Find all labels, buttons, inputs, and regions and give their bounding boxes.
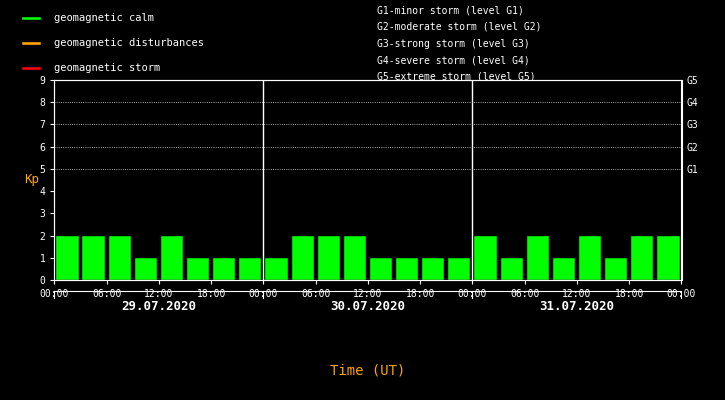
Text: geomagnetic calm: geomagnetic calm: [54, 13, 154, 23]
Text: G3-strong storm (level G3): G3-strong storm (level G3): [377, 38, 529, 48]
Text: geomagnetic disturbances: geomagnetic disturbances: [54, 38, 204, 48]
Text: Time (UT): Time (UT): [331, 363, 405, 377]
Bar: [579, 236, 601, 280]
Text: 29.07.2020: 29.07.2020: [121, 300, 196, 312]
Bar: [265, 258, 288, 280]
Bar: [500, 258, 523, 280]
Bar: [474, 236, 497, 280]
Bar: [448, 258, 471, 280]
Bar: [291, 236, 314, 280]
Bar: [396, 258, 418, 280]
Bar: [187, 258, 210, 280]
Bar: [83, 236, 104, 280]
Bar: [526, 236, 549, 280]
FancyBboxPatch shape: [22, 16, 41, 20]
Bar: [605, 258, 627, 280]
FancyBboxPatch shape: [22, 41, 41, 45]
Text: G4-severe storm (level G4): G4-severe storm (level G4): [377, 55, 529, 65]
Bar: [552, 258, 575, 280]
Bar: [161, 236, 183, 280]
Y-axis label: Kp: Kp: [24, 174, 38, 186]
Bar: [239, 258, 262, 280]
Text: geomagnetic storm: geomagnetic storm: [54, 63, 160, 73]
Text: G1-minor storm (level G1): G1-minor storm (level G1): [377, 5, 523, 15]
Bar: [422, 258, 444, 280]
Bar: [631, 236, 653, 280]
Bar: [658, 236, 679, 280]
Text: G5-extreme storm (level G5): G5-extreme storm (level G5): [377, 72, 535, 82]
Text: 30.07.2020: 30.07.2020: [331, 300, 405, 312]
Bar: [213, 258, 236, 280]
Text: G2-moderate storm (level G2): G2-moderate storm (level G2): [377, 22, 541, 32]
Bar: [370, 258, 392, 280]
Bar: [135, 258, 157, 280]
Bar: [344, 236, 366, 280]
Bar: [318, 236, 340, 280]
Text: 31.07.2020: 31.07.2020: [539, 300, 615, 312]
Bar: [109, 236, 130, 280]
FancyBboxPatch shape: [22, 66, 41, 70]
Bar: [57, 236, 78, 280]
